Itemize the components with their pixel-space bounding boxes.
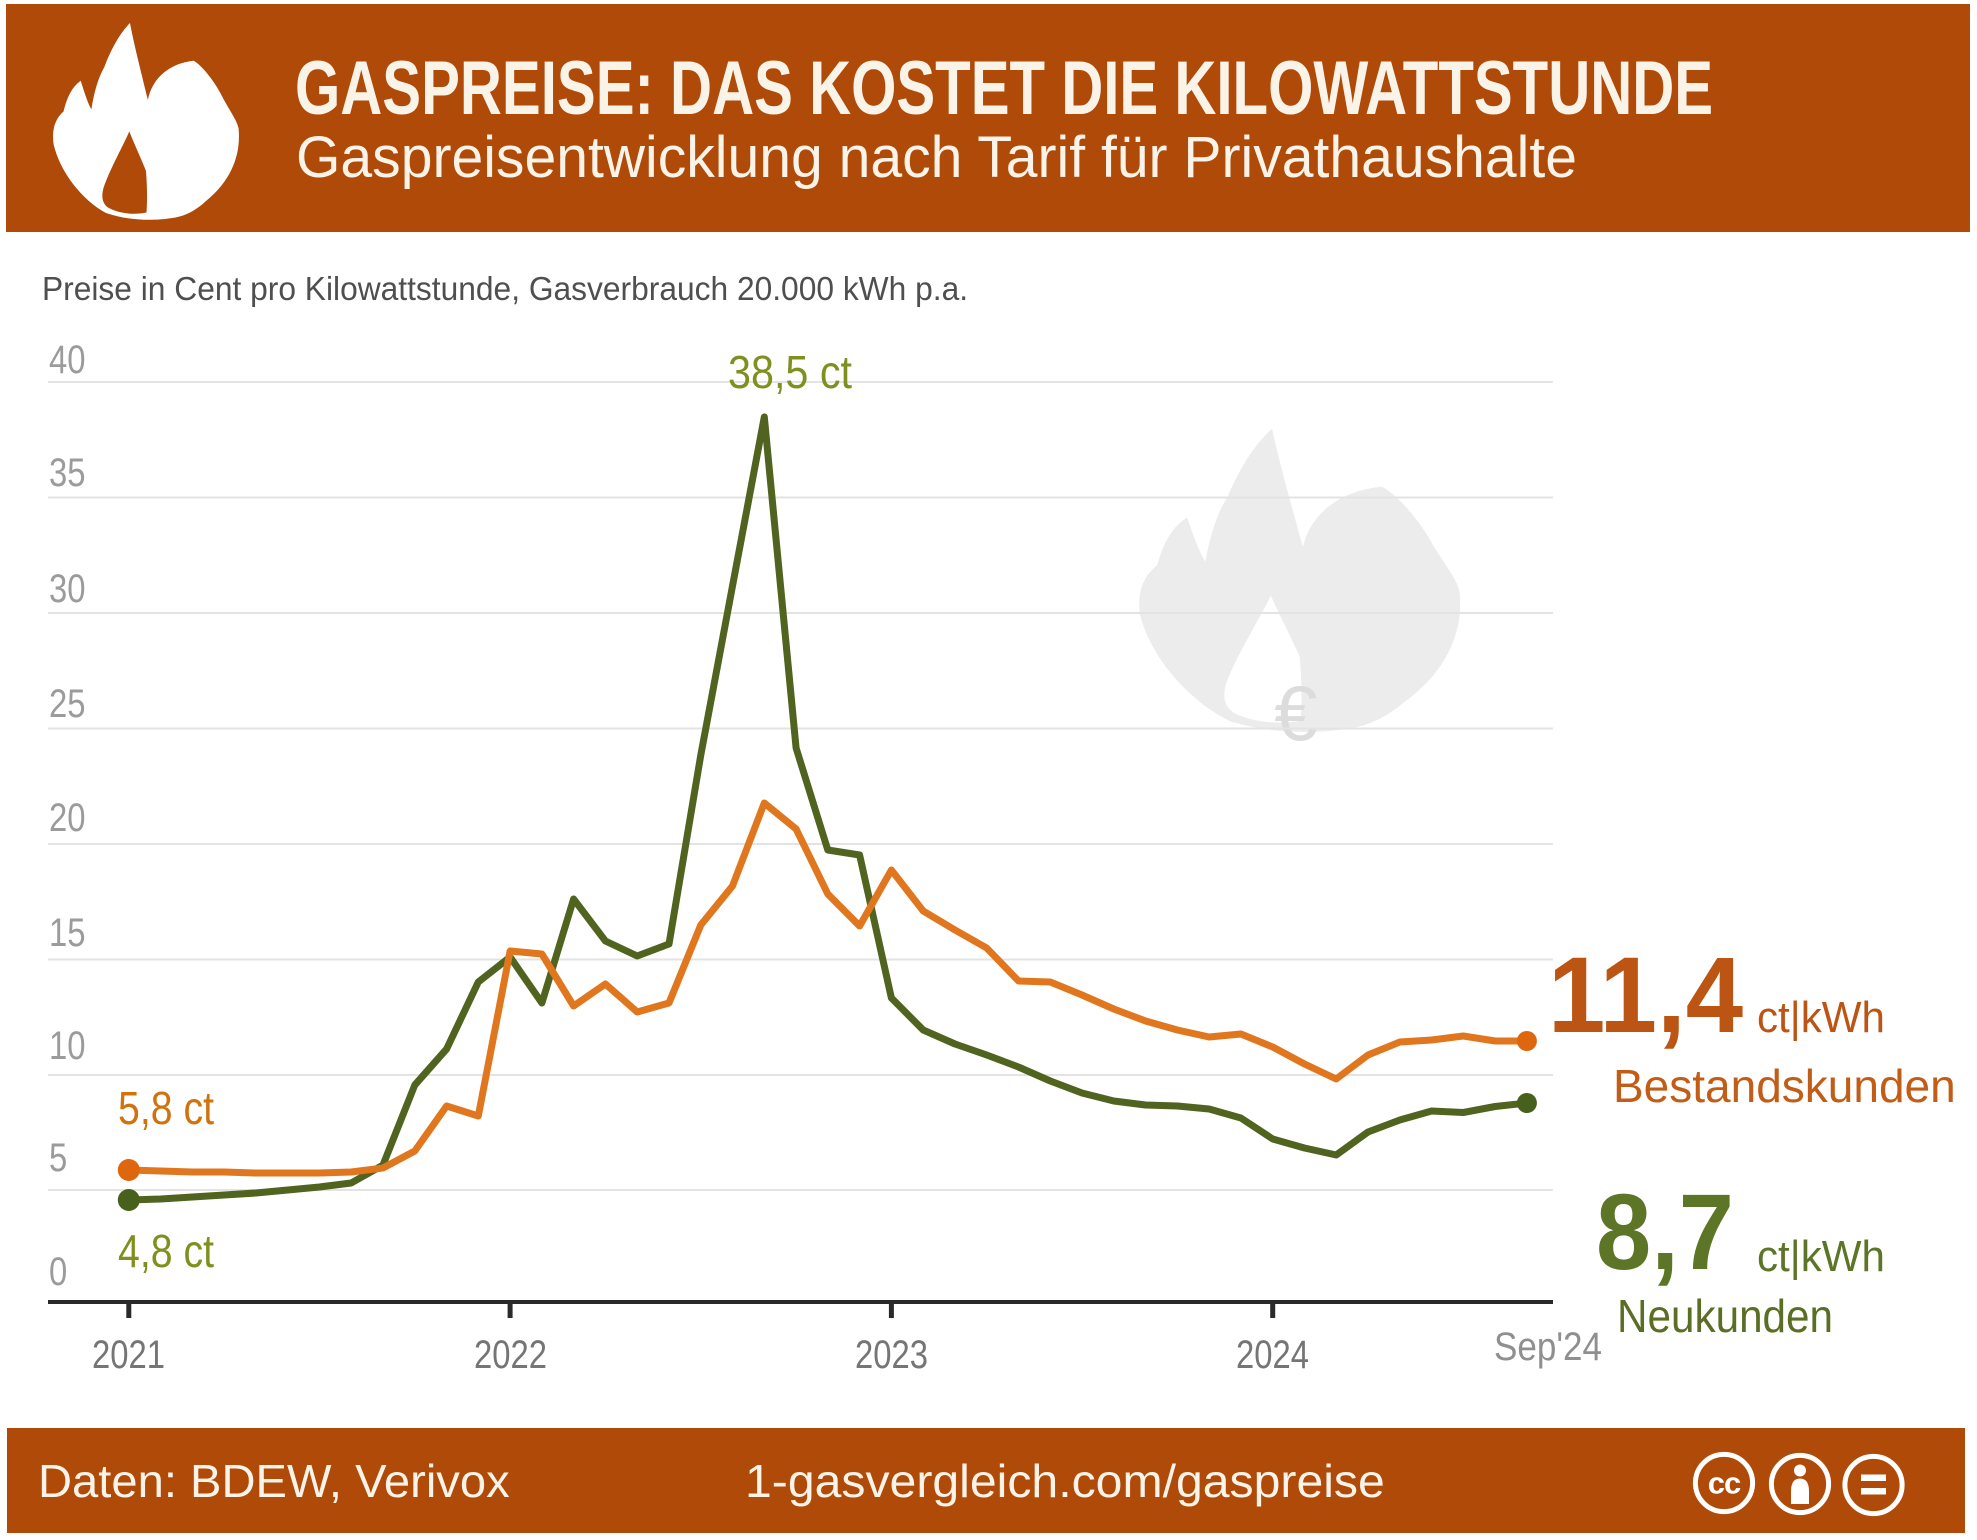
svg-text:cc: cc <box>1708 1466 1741 1501</box>
svg-text:€: € <box>1274 669 1317 757</box>
